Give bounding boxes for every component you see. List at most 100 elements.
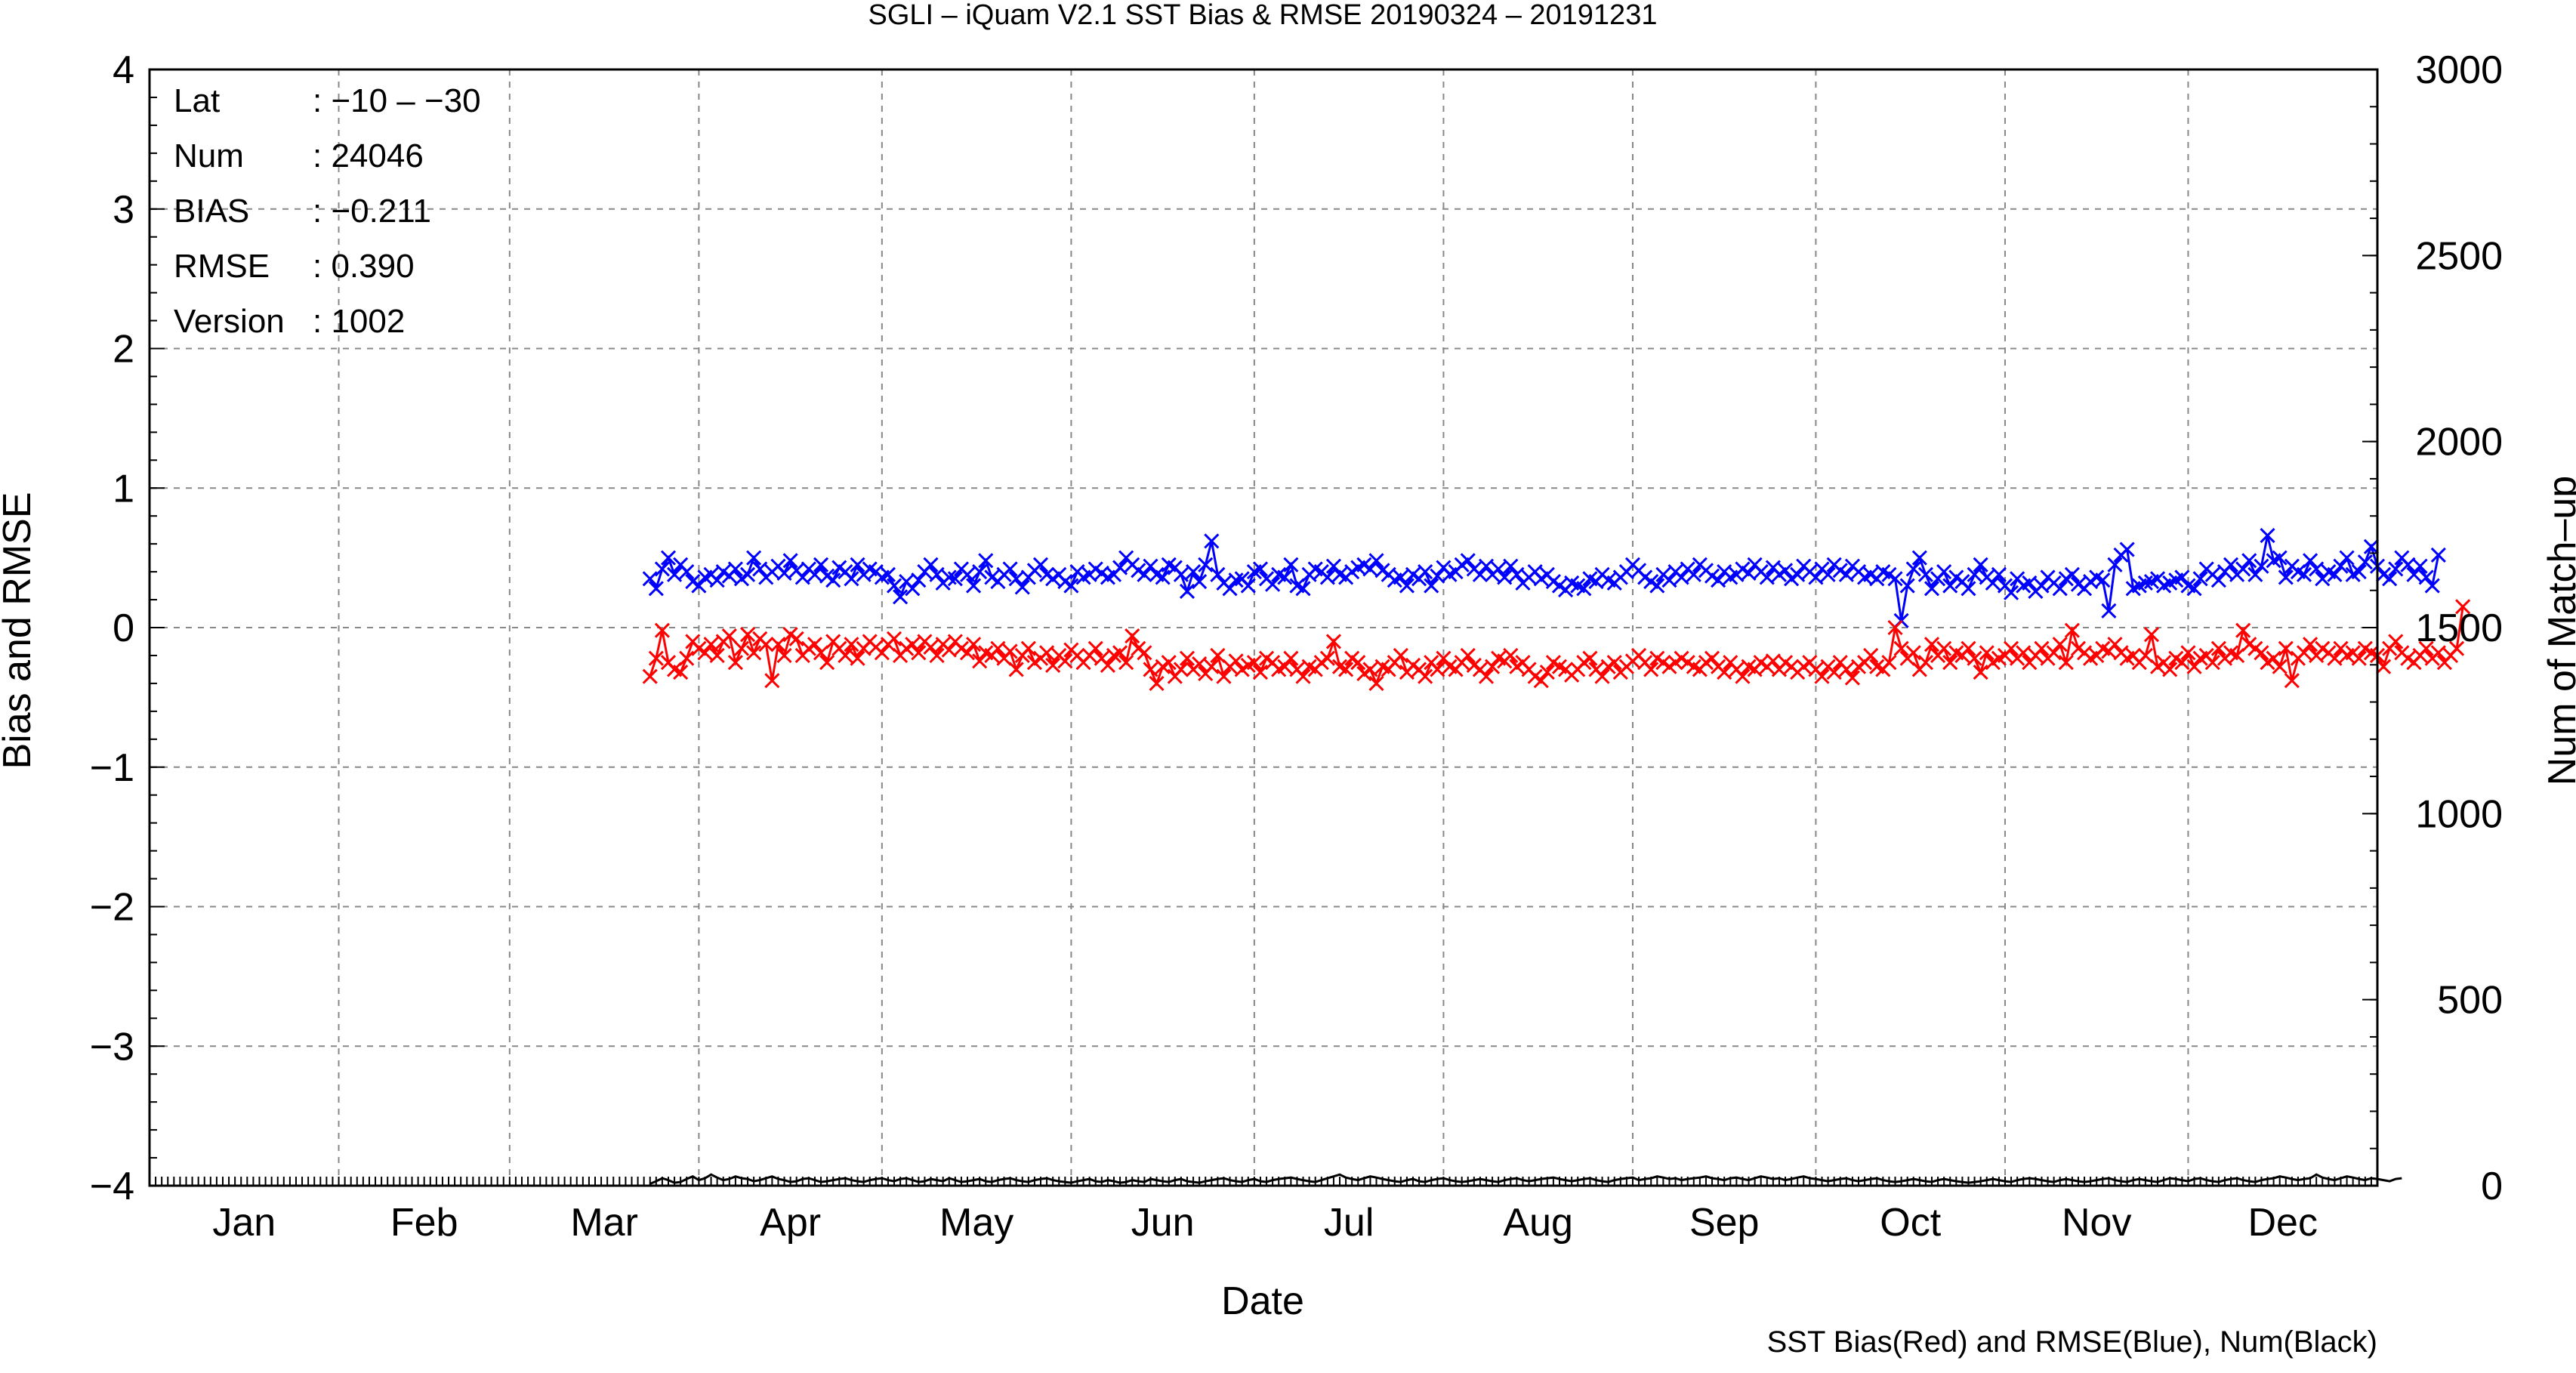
data-point <box>1838 566 1854 582</box>
data-point <box>2004 585 2019 600</box>
data-point <box>1790 566 1806 582</box>
data-point <box>660 550 677 566</box>
data-point <box>2119 541 2135 557</box>
axis-ticks <box>149 69 2378 1186</box>
data-point <box>1192 656 1208 672</box>
y-axis-left-labels: −4 −3 −2 −1 0 1 2 3 4 <box>90 48 134 1208</box>
data-point <box>1973 665 1988 680</box>
y-left-tick-label: 0 <box>113 606 134 650</box>
chart-footer: SST Bias(Red) and RMSE(Blue), Num(Black) <box>1767 1325 2377 1359</box>
data-point <box>959 645 976 661</box>
y-left-tick-label: −2 <box>90 886 134 930</box>
data-point <box>2180 645 2196 661</box>
data-point <box>2058 655 2074 671</box>
data-point <box>721 628 737 644</box>
data-point <box>2004 640 2019 656</box>
data-point <box>1112 645 1128 661</box>
y-right-tick-label: 500 <box>2437 979 2503 1023</box>
data-point <box>2192 571 2208 587</box>
data-point <box>2186 581 2202 597</box>
data-point <box>2400 557 2416 572</box>
data-point <box>2388 561 2404 577</box>
data-point <box>1179 650 1195 666</box>
data-point <box>1711 572 1726 588</box>
data-point <box>746 645 762 661</box>
grid-lines <box>150 69 2377 1186</box>
data-point <box>2418 569 2434 585</box>
x-tick-label: Jun <box>1131 1201 1195 1245</box>
data-point <box>1881 655 1897 671</box>
data-point <box>1942 578 1958 594</box>
data-point <box>1222 581 1238 597</box>
data-point <box>1173 662 1189 677</box>
data-point <box>679 650 695 666</box>
data-point <box>2272 659 2288 674</box>
data-point <box>1826 665 1842 680</box>
data-point <box>1362 561 1378 577</box>
data-point <box>966 637 982 653</box>
data-point <box>691 578 707 594</box>
y-right-tick-label: 0 <box>2481 1165 2503 1208</box>
y-left-tick-label: 4 <box>113 48 134 92</box>
y-axis-right-labels: 0 500 1000 1500 2000 2500 3000 <box>2415 48 2503 1208</box>
data-point <box>1368 553 1384 569</box>
data-point <box>2382 571 2398 587</box>
data-point <box>1942 655 1958 671</box>
x-axis-title: Date <box>1221 1279 1304 1323</box>
data-point <box>1216 668 1232 684</box>
info-key: Version <box>174 303 285 340</box>
data-point <box>2430 547 2446 563</box>
data-point <box>1143 558 1158 574</box>
y-left-tick-label: 3 <box>113 188 134 232</box>
data-point <box>1460 647 1476 664</box>
data-point <box>733 640 750 656</box>
info-key: Lat <box>174 82 220 119</box>
data-point <box>794 569 810 585</box>
y-right-tick-label: 2500 <box>2415 234 2503 278</box>
data-point <box>813 645 829 661</box>
data-point <box>990 640 1006 656</box>
data-point <box>929 566 945 582</box>
data-point <box>911 645 927 661</box>
y-left-tick-label: 1 <box>113 467 134 511</box>
data-point <box>1460 553 1476 569</box>
data-point <box>1137 566 1152 582</box>
x-tick-label: Oct <box>1880 1201 1941 1245</box>
data-point <box>2101 603 2117 619</box>
data-point <box>1319 569 1335 585</box>
data-point <box>1204 659 1220 674</box>
x-tick-label: Apr <box>760 1201 821 1245</box>
y-left-tick-label: 2 <box>113 328 134 372</box>
info-value: : 24046 <box>313 137 424 174</box>
data-point <box>1967 566 1982 582</box>
data-point <box>1112 560 1128 575</box>
chart-title: SGLI – iQuam V2.1 SST Bias & RMSE 201903… <box>868 0 1658 31</box>
data-point <box>1424 578 1439 594</box>
data-point <box>1418 564 1433 580</box>
data-point <box>2278 569 2294 585</box>
info-key: BIAS <box>174 193 249 230</box>
data-point <box>1228 653 1244 669</box>
data-point <box>1594 668 1610 684</box>
x-tick-label: Mar <box>570 1201 638 1245</box>
data-point <box>758 637 774 653</box>
data-point <box>1759 569 1775 585</box>
data-point <box>819 655 835 671</box>
data-point <box>1741 565 1757 582</box>
data-point <box>1008 571 1024 587</box>
data-point <box>776 647 792 664</box>
data-point <box>1325 558 1342 574</box>
data-point <box>1606 655 1622 671</box>
data-point <box>850 557 865 572</box>
data-point <box>2064 622 2080 638</box>
data-point <box>2095 572 2111 588</box>
data-point <box>2254 645 2269 661</box>
data-point <box>2174 655 2190 671</box>
data-point <box>1924 637 1940 653</box>
data-point <box>1155 569 1171 585</box>
data-point <box>1936 640 1952 656</box>
data-point <box>2162 662 2178 677</box>
data-point <box>1844 670 1860 686</box>
data-point <box>1143 662 1158 677</box>
